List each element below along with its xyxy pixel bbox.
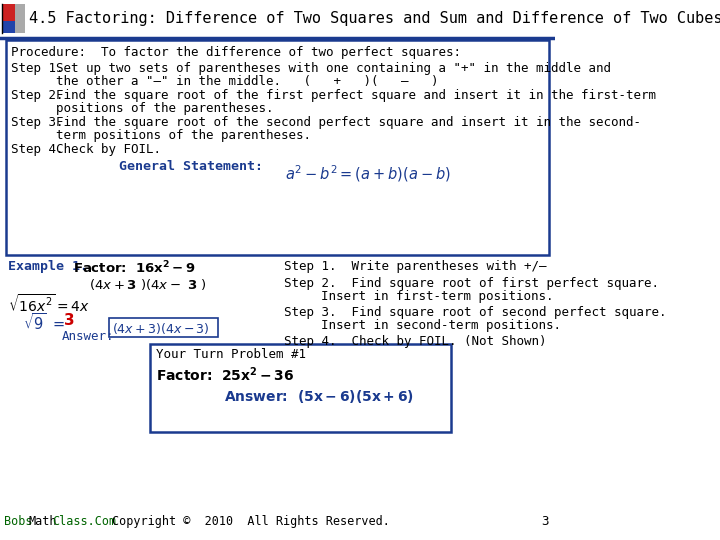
Text: $\sqrt{16x^2} = 4x$: $\sqrt{16x^2} = 4x$ [8, 293, 90, 315]
Text: Step 3.  Find square root of second perfect square.: Step 3. Find square root of second perfe… [284, 306, 666, 319]
Text: Find the square root of the first perfect square and insert it in the first-term: Find the square root of the first perfec… [55, 89, 655, 102]
Text: Insert in second-term positions.: Insert in second-term positions. [320, 319, 561, 332]
Text: positions of the parentheses.: positions of the parentheses. [55, 102, 273, 115]
Text: Procedure:  To factor the difference of two perfect squares:: Procedure: To factor the difference of t… [11, 46, 461, 59]
Text: Answer:  $\mathbf{(5x-6)(5x+6)}$: Answer: $\mathbf{(5x-6)(5x+6)}$ [224, 388, 413, 405]
Text: term positions of the parentheses.: term positions of the parentheses. [55, 129, 310, 142]
Text: Step 1.  Write parentheses with +/–: Step 1. Write parentheses with +/– [284, 260, 546, 273]
Text: Insert in first-term positions.: Insert in first-term positions. [320, 290, 553, 303]
Text: $\mathbf{3}$: $\mathbf{3}$ [63, 312, 75, 328]
FancyBboxPatch shape [150, 344, 451, 432]
Text: $\sqrt{9}\ =\ $: $\sqrt{9}\ =\ $ [23, 312, 65, 333]
Text: 3: 3 [541, 515, 549, 528]
Text: Class.Com: Class.Com [53, 515, 117, 528]
Text: Answer:: Answer: [62, 330, 114, 343]
FancyBboxPatch shape [109, 318, 218, 337]
Text: Copyright ©  2010  All Rights Reserved.: Copyright © 2010 All Rights Reserved. [112, 515, 390, 528]
Text: Step 3.: Step 3. [11, 116, 63, 129]
Text: 4.5 Factoring: Difference of Two Squares and Sum and Difference of Two Cubes: 4.5 Factoring: Difference of Two Squares… [30, 10, 720, 25]
Text: Step 2.: Step 2. [11, 89, 63, 102]
Text: General Statement:: General Statement: [120, 160, 279, 173]
FancyBboxPatch shape [2, 4, 16, 22]
Text: Your Turn Problem #1: Your Turn Problem #1 [156, 348, 306, 361]
Text: $a^2 - b^2 = (a+b)(a-b)$: $a^2 - b^2 = (a+b)(a-b)$ [285, 163, 451, 184]
FancyBboxPatch shape [2, 21, 16, 33]
Text: Factor:  $\mathbf{25x^2 - 36}$: Factor: $\mathbf{25x^2 - 36}$ [156, 365, 294, 383]
Text: Math: Math [29, 515, 57, 528]
Text: Example 1.: Example 1. [8, 260, 88, 273]
FancyBboxPatch shape [15, 4, 24, 33]
FancyBboxPatch shape [6, 40, 549, 255]
Text: Find the square root of the second perfect square and insert it in the second-: Find the square root of the second perfe… [55, 116, 641, 129]
Text: $(4x + 3)(4x - 3)$: $(4x + 3)(4x - 3)$ [112, 321, 210, 335]
Text: Step 4.  Check by FOIL. (Not Shown): Step 4. Check by FOIL. (Not Shown) [284, 335, 546, 348]
Text: Step 4.: Step 4. [11, 143, 63, 156]
Text: Check by FOIL.: Check by FOIL. [55, 143, 161, 156]
Text: Step 1.: Step 1. [11, 62, 63, 75]
Text: Set up two sets of parentheses with one containing a "+" in the middle and: Set up two sets of parentheses with one … [55, 62, 611, 75]
Text: Bobs: Bobs [4, 515, 32, 528]
Text: Step 2.  Find square root of first perfect square.: Step 2. Find square root of first perfec… [284, 277, 659, 290]
Text: Factor:  $\mathbf{16x^2 - 9}$: Factor: $\mathbf{16x^2 - 9}$ [73, 260, 196, 276]
Text: the other a "–" in the middle.   (   +   )(   –   ): the other a "–" in the middle. ( + )( – … [55, 75, 438, 88]
Text: $(4x + \mathbf{3}\ )(4x-\ \mathbf{3}\ )$: $(4x + \mathbf{3}\ )(4x-\ \mathbf{3}\ )$ [89, 277, 207, 292]
